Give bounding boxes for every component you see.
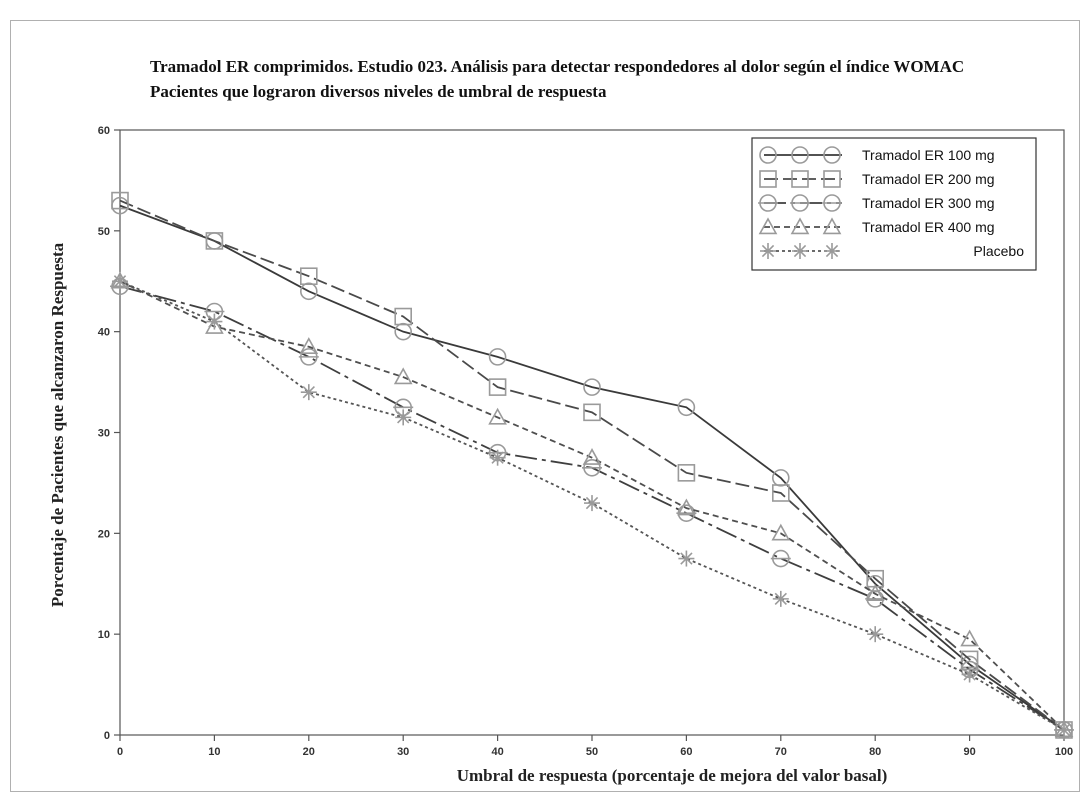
x-tick-label: 20 bbox=[303, 746, 315, 758]
data-point bbox=[867, 626, 884, 643]
data-point bbox=[298, 348, 319, 366]
legend-label: Tramadol ER 300 mg bbox=[862, 195, 995, 211]
data-point bbox=[394, 307, 413, 326]
data-point bbox=[759, 146, 777, 164]
legend-label: Tramadol ER 100 mg bbox=[862, 147, 995, 163]
data-point bbox=[583, 378, 601, 396]
data-point bbox=[792, 243, 808, 259]
data-point bbox=[822, 194, 842, 212]
x-tick-label: 60 bbox=[680, 746, 692, 758]
data-point bbox=[772, 590, 789, 607]
series-line bbox=[119, 280, 1065, 731]
data-point bbox=[582, 448, 602, 465]
data-point bbox=[488, 348, 507, 366]
x-tick-label: 40 bbox=[491, 746, 503, 758]
data-point bbox=[677, 464, 696, 482]
legend-label: Tramadol ER 400 mg bbox=[862, 219, 995, 235]
data-point bbox=[205, 232, 224, 250]
chart-frame bbox=[10, 20, 1080, 792]
data-point bbox=[299, 267, 318, 286]
legend-label: Tramadol ER 200 mg bbox=[862, 171, 995, 187]
data-point bbox=[393, 367, 413, 385]
data-point bbox=[394, 322, 413, 341]
data-point bbox=[299, 337, 319, 354]
data-point bbox=[770, 549, 791, 568]
data-point bbox=[771, 523, 791, 541]
legend-entry: Placebo bbox=[760, 243, 1024, 259]
legend-entry: Tramadol ER 400 mg bbox=[758, 217, 995, 235]
data-point bbox=[299, 282, 318, 301]
data-point bbox=[823, 170, 841, 188]
data-point bbox=[1056, 721, 1072, 738]
data-point bbox=[677, 498, 696, 516]
y-tick-label: 30 bbox=[98, 428, 110, 440]
legend-entry: Tramadol ER 100 mg bbox=[759, 146, 995, 164]
x-tick-label: 0 bbox=[117, 746, 123, 758]
x-tick-label: 50 bbox=[586, 746, 598, 758]
data-point bbox=[111, 191, 129, 210]
chart-title: Tramadol ER comprimidos. Estudio 023. An… bbox=[150, 57, 965, 76]
data-point bbox=[758, 217, 778, 235]
data-point bbox=[771, 469, 790, 487]
y-tick-label: 0 bbox=[104, 730, 110, 742]
data-point bbox=[759, 170, 777, 188]
series-line bbox=[119, 199, 1065, 731]
data-point bbox=[771, 484, 790, 502]
axes: 0 10 20 30 40 50 60 0 10 20 30 40 50 60 70 80 90 100 bbox=[98, 125, 1073, 758]
data-point bbox=[758, 194, 778, 212]
y-tick-label: 50 bbox=[98, 226, 110, 238]
data-point bbox=[584, 495, 600, 512]
x-tick-label: 80 bbox=[869, 746, 881, 758]
data-point bbox=[206, 313, 223, 330]
data-point bbox=[583, 403, 601, 422]
data-point bbox=[488, 407, 507, 425]
legend: Tramadol ER 100 mg Tramadol ER 200 mg Tram… bbox=[751, 137, 1037, 271]
legend-entry: Tramadol ER 300 mg bbox=[758, 194, 995, 212]
series-2 bbox=[111, 191, 1073, 739]
data-point bbox=[823, 146, 841, 164]
x-tick-label: 100 bbox=[1055, 746, 1073, 758]
series-5 bbox=[112, 273, 1072, 738]
series-layer bbox=[110, 191, 1074, 739]
y-tick-label: 20 bbox=[98, 528, 110, 540]
data-point bbox=[678, 550, 695, 567]
series-line bbox=[119, 204, 1065, 731]
data-point bbox=[791, 170, 809, 188]
y-axis-label: Porcentaje de Pacientes que alcanzaron R… bbox=[48, 242, 67, 607]
series-line bbox=[119, 280, 1065, 731]
x-tick-label: 70 bbox=[775, 746, 787, 758]
data-point bbox=[790, 217, 810, 235]
data-point bbox=[300, 384, 317, 401]
chart-subtitle: Pacientes que lograron diversos niveles … bbox=[150, 82, 607, 101]
legend-entry: Tramadol ER 200 mg bbox=[759, 170, 995, 188]
y-tick-label: 60 bbox=[98, 125, 110, 137]
data-point bbox=[961, 666, 978, 683]
data-point bbox=[760, 243, 776, 259]
data-point bbox=[865, 584, 885, 602]
data-point bbox=[677, 398, 696, 417]
data-point bbox=[112, 273, 128, 290]
data-point bbox=[790, 194, 810, 212]
data-point bbox=[791, 146, 809, 164]
y-tick-label: 10 bbox=[98, 629, 110, 641]
data-point bbox=[824, 243, 840, 259]
x-axis-label: Umbral de respuesta (porcentaje de mejor… bbox=[457, 766, 888, 785]
data-point bbox=[488, 378, 507, 396]
x-tick-label: 30 bbox=[397, 746, 409, 758]
x-tick-label: 90 bbox=[963, 746, 975, 758]
data-point bbox=[960, 629, 979, 647]
data-point bbox=[395, 409, 412, 426]
y-tick-label: 40 bbox=[98, 327, 110, 339]
legend-label: Placebo bbox=[973, 243, 1024, 259]
data-point bbox=[489, 449, 506, 466]
x-tick-label: 10 bbox=[208, 746, 220, 758]
data-point bbox=[822, 217, 842, 235]
data-point bbox=[582, 458, 602, 477]
